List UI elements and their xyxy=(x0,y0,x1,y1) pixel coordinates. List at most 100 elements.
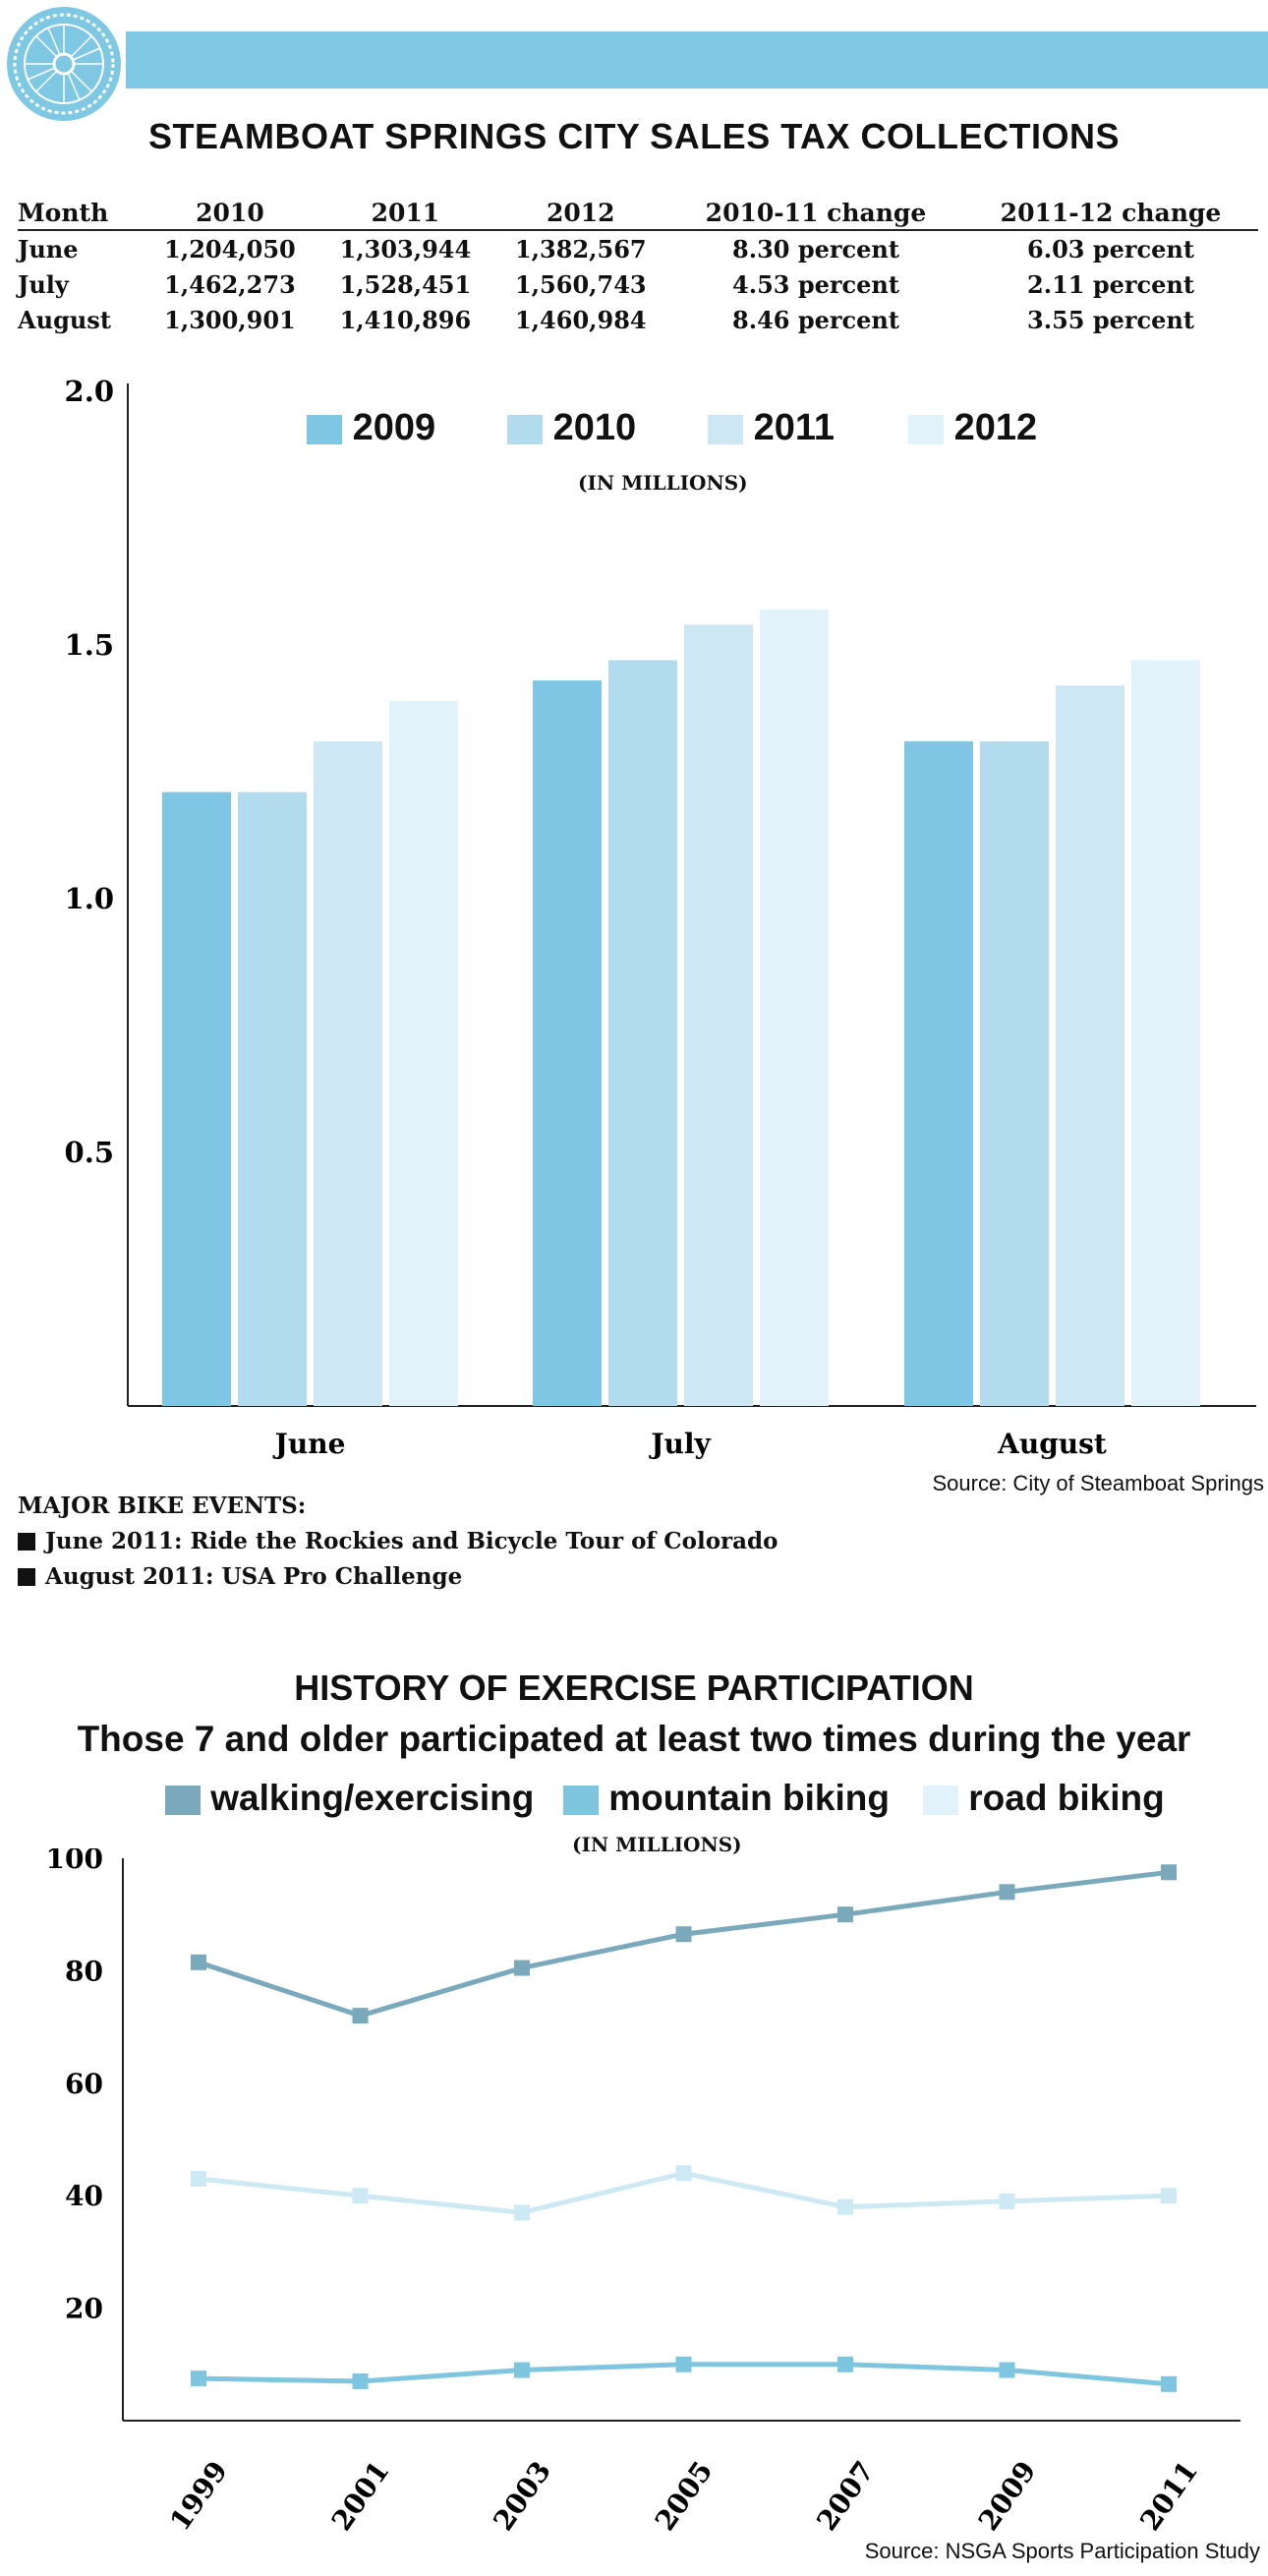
page-title: STEAMBOAT SPRINGS CITY SALES TAX COLLECT… xyxy=(147,116,1121,156)
line-chart-unit: (IN MILLIONS) xyxy=(572,1833,742,1856)
bar-june-2009 xyxy=(162,791,231,1406)
legend-swatch xyxy=(923,1786,958,1816)
data-point xyxy=(514,2204,530,2221)
series-line-walking-exercising xyxy=(198,1869,1170,2019)
legend-swatch xyxy=(708,414,743,444)
y-tick-label: 100 xyxy=(46,1848,103,1875)
events-heading: MAJOR BIKE EVENTS: xyxy=(18,1493,307,1519)
data-point xyxy=(999,2193,1015,2209)
legend-label: 2009 xyxy=(352,407,436,448)
table-cell: 1,300,901 xyxy=(164,305,296,334)
legend-label: mountain biking xyxy=(608,1778,890,1818)
table-cell: June xyxy=(18,234,79,263)
data-point xyxy=(1161,2188,1177,2204)
x-tick-label: July xyxy=(648,1428,711,1460)
data-point xyxy=(352,2372,369,2389)
table-cell: 4.53 percent xyxy=(732,269,899,299)
table-cell: August xyxy=(18,305,111,334)
event-item: June 2011: Ride the Rockies and Bicycle … xyxy=(18,1524,778,1559)
data-point xyxy=(675,2356,692,2372)
data-point xyxy=(1161,1864,1177,1881)
legend-item-road: road biking xyxy=(923,1778,1165,1819)
event-text: June 2011: Ride the Rockies and Bicycle … xyxy=(45,1528,778,1554)
table-header-cell: Month xyxy=(18,197,143,231)
table-cell: 1,410,896 xyxy=(339,305,472,334)
data-point xyxy=(191,2171,206,2188)
legend-label: 2012 xyxy=(953,407,1038,448)
bike-events-notes: MAJOR BIKE EVENTS: June 2011: Ride the R… xyxy=(18,1489,778,1595)
data-point xyxy=(514,1960,530,1976)
x-tick-label: 2003 xyxy=(487,2455,557,2537)
wheel-logo-icon xyxy=(7,7,121,121)
table-header-cell: 2010-11 change xyxy=(668,197,963,231)
participation-line-chart: 100 80 60 40 20 1999 2001 2003 2005 2007 2009 2011 xyxy=(46,1848,1240,2537)
y-tick-label: 60 xyxy=(65,2068,103,2100)
bar-august-2010 xyxy=(980,741,1049,1406)
y-tick-label: 1.0 xyxy=(65,882,114,915)
legend-item-2009: 2009 xyxy=(307,407,435,449)
data-point xyxy=(675,1926,692,1943)
data-point xyxy=(837,2356,853,2372)
bar-july-2012 xyxy=(760,609,829,1406)
data-point xyxy=(352,2188,369,2204)
data-point xyxy=(837,1906,853,1923)
table-cell: 1,528,451 xyxy=(339,269,472,299)
y-tick-label: 1.5 xyxy=(65,628,114,662)
x-tick-label: 2001 xyxy=(325,2455,396,2537)
table-cell: 6.03 percent xyxy=(1027,234,1194,263)
data-point xyxy=(999,2362,1015,2378)
x-tick-label: June xyxy=(272,1428,346,1460)
bullet-square-icon xyxy=(18,1568,35,1586)
event-item: August 2011: USA Pro Challenge xyxy=(18,1559,778,1595)
x-tick-label: August xyxy=(997,1428,1107,1460)
data-point xyxy=(999,1884,1015,1901)
event-text: August 2011: USA Pro Challenge xyxy=(45,1563,463,1590)
y-tick-label: 2.0 xyxy=(65,375,114,408)
header-band xyxy=(126,31,1268,88)
table-header-row: Month 2010 2011 2012 2010-11 change 2011… xyxy=(18,197,1258,231)
table-cell: 1,204,050 xyxy=(164,234,296,263)
table-cell: 8.30 percent xyxy=(732,234,899,263)
table-row: August 1,300,901 1,410,896 1,460,984 8.4… xyxy=(18,302,1258,337)
data-point xyxy=(352,2008,369,2024)
legend-item-mountain: mountain biking xyxy=(563,1778,890,1819)
x-tick-label: 1999 xyxy=(163,2455,234,2537)
data-point xyxy=(191,1954,206,1970)
table-header-cell: 2012 xyxy=(492,197,668,231)
bar-june-2012 xyxy=(389,700,458,1406)
legend-item-2012: 2012 xyxy=(908,407,1037,449)
data-point xyxy=(675,2165,692,2182)
table-cell: 1,560,743 xyxy=(514,269,647,299)
y-tick-label: 80 xyxy=(65,1955,103,1987)
y-tick-label: 0.5 xyxy=(65,1136,114,1169)
legend-item-2010: 2010 xyxy=(507,407,636,449)
legend-swatch xyxy=(165,1786,201,1816)
legend-item-walking: walking/exercising xyxy=(165,1778,534,1819)
bar-june-2010 xyxy=(238,791,307,1406)
table-cell: 2.11 percent xyxy=(1027,269,1194,299)
table-cell: 8.46 percent xyxy=(732,305,899,334)
chart2-title: HISTORY OF EXERCISE PARTICIPATION xyxy=(294,1668,974,1708)
table-cell: 1,462,273 xyxy=(164,269,296,299)
legend-swatch xyxy=(307,414,342,444)
sales-tax-bar-chart: 2.0 1.5 1.0 0.5 June July August xyxy=(65,375,1256,1460)
legend-label: walking/exercising xyxy=(210,1778,535,1818)
bar-chart-unit: (IN MILLIONS) xyxy=(578,471,748,495)
bar-july-2010 xyxy=(608,660,677,1406)
table-row: June 1,204,050 1,303,944 1,382,567 8.30 … xyxy=(18,230,1258,266)
bar-july-2009 xyxy=(533,680,602,1406)
x-tick-label: 2009 xyxy=(972,2455,1043,2537)
table-cell: 1,303,944 xyxy=(339,234,472,263)
sales-tax-table: Month 2010 2011 2012 2010-11 change 2011… xyxy=(18,197,1258,337)
y-tick-label: 40 xyxy=(65,2180,103,2212)
legend-swatch xyxy=(908,414,944,444)
legend-swatch xyxy=(563,1786,599,1816)
legend-label: 2010 xyxy=(552,407,637,448)
table-cell: 3.55 percent xyxy=(1027,305,1194,334)
data-point xyxy=(191,2371,206,2387)
table-row: July 1,462,273 1,528,451 1,560,743 4.53 … xyxy=(18,266,1258,302)
x-tick-label: 2007 xyxy=(810,2455,881,2537)
legend-label: road biking xyxy=(968,1778,1165,1818)
table-header-cell: 2011 xyxy=(317,197,493,231)
legend-label: 2011 xyxy=(753,407,836,448)
